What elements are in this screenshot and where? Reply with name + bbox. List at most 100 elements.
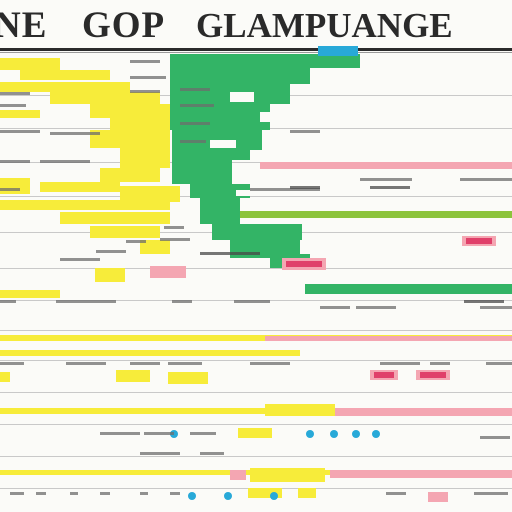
- cyan-dot: [372, 430, 380, 438]
- glyph-scribble: [140, 492, 148, 495]
- yellow-pixel-block: [110, 118, 170, 130]
- glyph-scribble: [320, 306, 350, 309]
- yellow-bar: [0, 335, 512, 341]
- grid-line: [0, 456, 512, 457]
- glyph-scribble: [0, 130, 40, 133]
- glyph-scribble: [170, 492, 180, 495]
- pink-bar: [260, 162, 512, 169]
- pink-bar: [265, 336, 512, 341]
- page-title: NE GOP GLAMPUANGE: [0, 6, 512, 46]
- glyph-scribble: [460, 178, 512, 181]
- glyph-scribble: [356, 306, 396, 309]
- glyph-scribble: [164, 226, 184, 229]
- glyph-scribble: [66, 362, 106, 365]
- magenta-chip: [286, 261, 322, 267]
- yellow-pixel-block: [90, 226, 160, 238]
- gap-block: [210, 140, 236, 148]
- green-pixel-block: [170, 68, 310, 84]
- yellow-pixel-block: [90, 104, 170, 118]
- glyph-scribble: [180, 104, 214, 107]
- glyph-scribble: [0, 160, 30, 163]
- grid-line: [0, 392, 512, 393]
- green-pixel-block: [170, 54, 360, 68]
- glyph-scribble: [370, 186, 410, 189]
- glyph-scribble: [0, 104, 26, 107]
- magenta-chip: [466, 238, 492, 244]
- yellow-pixel-block: [90, 130, 170, 148]
- glyph-scribble: [380, 362, 420, 365]
- glyph-scribble: [290, 130, 320, 133]
- glyph-scribble: [0, 300, 16, 303]
- glyph-scribble: [0, 92, 30, 95]
- yellow-pixel-block: [0, 58, 60, 70]
- glyph-scribble: [56, 300, 116, 303]
- glyph-scribble: [180, 140, 206, 143]
- grid-line: [0, 360, 512, 361]
- yellow-pixel-block: [50, 92, 160, 104]
- yellow-chip: [248, 488, 282, 498]
- gap-block: [230, 92, 254, 102]
- green-pixel-block: [212, 224, 302, 240]
- yellow-pixel-block: [0, 178, 30, 194]
- glyph-scribble: [50, 132, 100, 135]
- yellow-pixel-block: [0, 110, 40, 118]
- green-pixel-block: [200, 198, 240, 224]
- gap-block: [250, 150, 268, 162]
- pink-bar: [330, 470, 512, 478]
- glyph-scribble: [180, 88, 210, 91]
- glyph-scribble: [0, 362, 24, 365]
- glyph-scribble: [0, 188, 20, 191]
- glyph-scribble: [386, 492, 406, 495]
- title-underline-thin: [0, 52, 512, 53]
- glyph-scribble: [480, 306, 512, 309]
- glyph-scribble: [234, 300, 270, 303]
- yellow-pixel-block: [0, 82, 130, 92]
- glyph-scribble: [36, 492, 46, 495]
- cyan-dot: [352, 430, 360, 438]
- glyph-scribble: [290, 186, 320, 189]
- yellow-pixel-block: [20, 70, 110, 80]
- glyph-scribble: [250, 188, 320, 191]
- cyan-strip: [318, 46, 358, 56]
- glyph-scribble: [200, 452, 224, 455]
- glyph-scribble: [130, 90, 160, 93]
- glyph-scribble: [96, 250, 126, 253]
- cyan-dot: [270, 492, 278, 500]
- glyph-scribble: [10, 492, 24, 495]
- title-word-2: GOP: [82, 6, 166, 46]
- cyan-dot: [170, 430, 178, 438]
- yellow-pixel-block: [40, 182, 120, 192]
- grid-line: [0, 162, 512, 163]
- glyph-scribble: [168, 362, 202, 365]
- green-pixel-block: [190, 184, 250, 198]
- yellow-chip: [116, 370, 150, 382]
- glyph-scribble: [144, 432, 174, 435]
- gap-block: [260, 112, 280, 122]
- glyph-scribble: [180, 122, 210, 125]
- glyph-scribble: [464, 300, 504, 303]
- glyph-scribble: [480, 436, 510, 439]
- yellow-pixel-block: [60, 212, 170, 224]
- grid-line: [0, 196, 512, 197]
- glyph-scribble: [250, 362, 290, 365]
- yellow-pixel-block: [140, 240, 170, 254]
- green-pixel-block: [172, 160, 232, 184]
- glyph-scribble: [100, 432, 140, 435]
- yellow-pixel-block: [120, 186, 180, 202]
- yellow-chip: [238, 428, 272, 438]
- glyph-scribble: [126, 240, 146, 243]
- green-pixel-block: [170, 104, 270, 130]
- title-word-3: GLAMPUANGE: [196, 6, 453, 45]
- glyph-scribble: [474, 492, 508, 495]
- yellow-chip: [168, 372, 208, 384]
- glyph-scribble: [190, 432, 216, 435]
- cyan-dot: [306, 430, 314, 438]
- glyph-scribble: [486, 362, 512, 365]
- glyph-scribble: [100, 492, 110, 495]
- glyph-scribble: [40, 160, 90, 163]
- glyph-scribble: [130, 362, 160, 365]
- glyph-scribble: [140, 452, 180, 455]
- grid-line: [0, 330, 512, 331]
- glyph-scribble: [200, 252, 260, 255]
